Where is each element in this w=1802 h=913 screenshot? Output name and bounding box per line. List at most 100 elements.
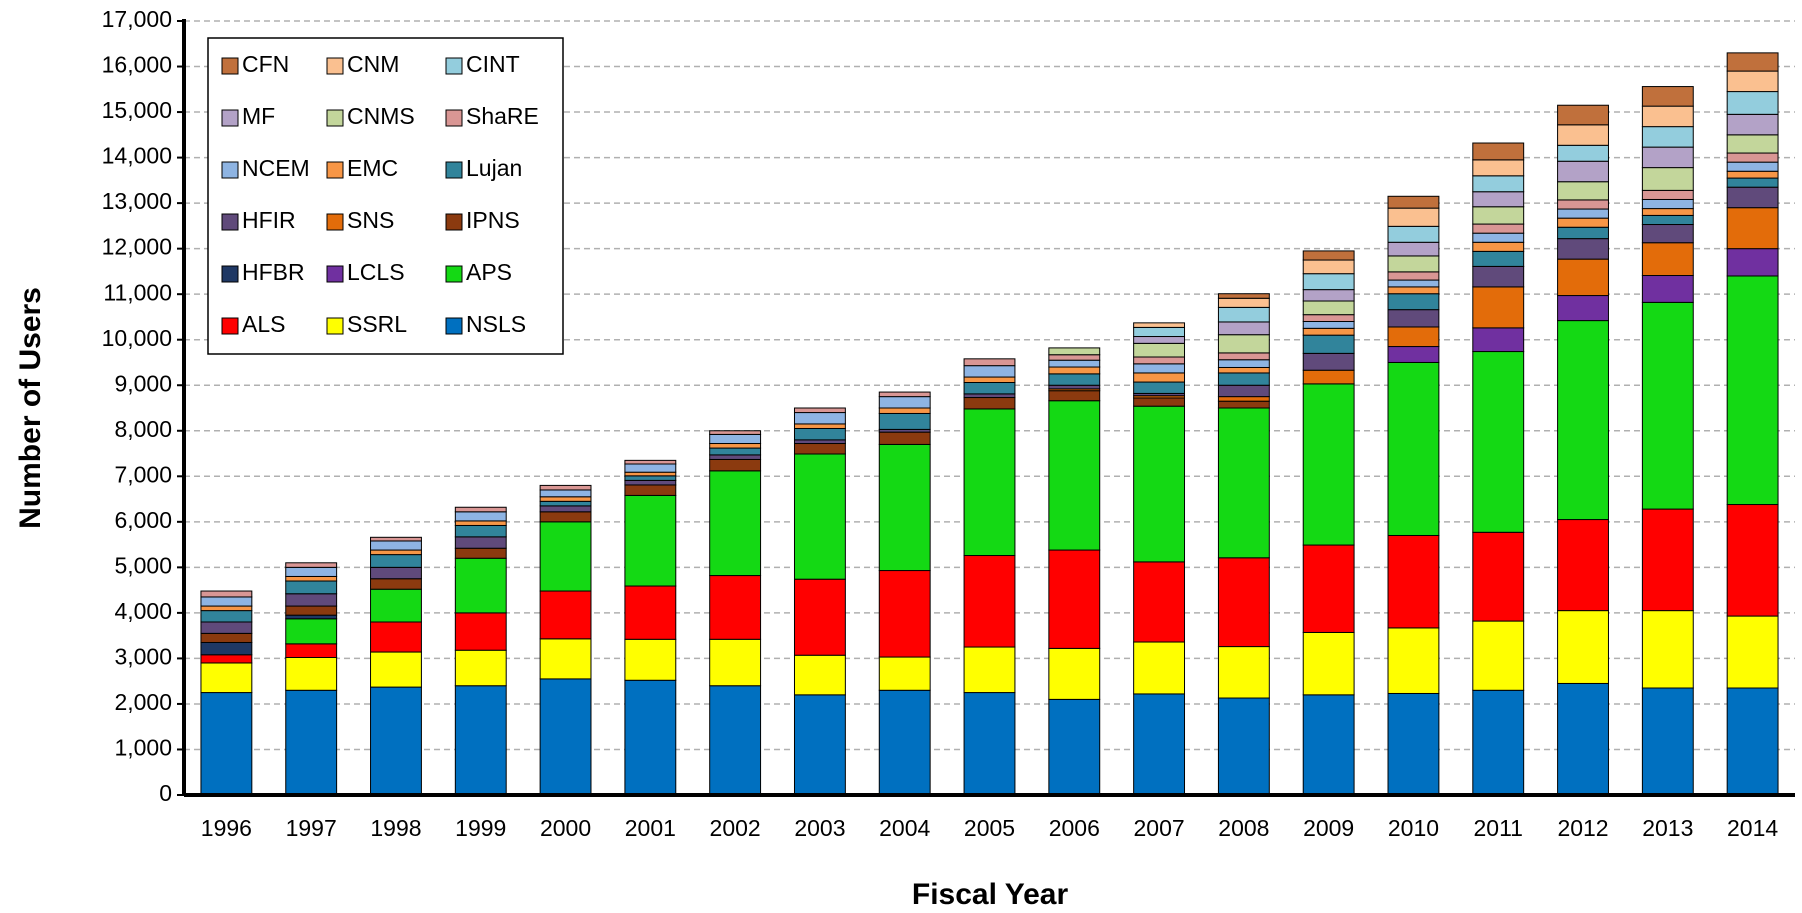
bar-segment — [1217, 372, 1270, 386]
bar-segment — [793, 578, 846, 656]
y-tick-label: 10,000 — [102, 325, 172, 351]
y-tick-label: 1,000 — [114, 735, 172, 761]
bar-segment — [793, 412, 846, 425]
bar-segment — [878, 689, 931, 796]
bar-segment — [1048, 647, 1101, 700]
y-tick-label: 3,000 — [114, 643, 172, 669]
bar-segment — [963, 397, 1016, 410]
bar-segment — [370, 540, 422, 551]
bar-segment — [709, 447, 762, 456]
bar-segment — [1217, 646, 1270, 699]
bar-segment — [793, 427, 846, 441]
bar-segment — [1217, 297, 1270, 308]
bar-segment — [1217, 334, 1270, 354]
legend-label: Lujan — [466, 155, 522, 181]
bar-segment — [1387, 241, 1440, 257]
bar-segment — [878, 391, 931, 398]
bar-segment — [1726, 70, 1779, 93]
bar-segment — [1726, 113, 1779, 136]
bar-segment — [1302, 352, 1355, 371]
bar-segment — [1557, 519, 1609, 612]
bar-segment — [1387, 225, 1440, 243]
bar-segment — [1217, 321, 1270, 336]
bar-segment — [709, 443, 762, 449]
bar-segment — [285, 566, 338, 577]
bar-segment — [1726, 275, 1779, 506]
bar-segment — [539, 511, 592, 523]
bar-segment — [454, 511, 507, 522]
legend-label: CNM — [347, 51, 399, 77]
bar-segment — [709, 454, 762, 460]
legend-swatch — [221, 109, 239, 127]
bar-segment — [539, 521, 592, 592]
bar-segment — [1557, 124, 1609, 146]
bar-segment — [793, 407, 846, 414]
bar-segment — [1302, 383, 1355, 546]
bar-segment — [1641, 208, 1694, 216]
bar-segment — [793, 443, 846, 455]
bar-segment — [285, 643, 338, 659]
bar-segment — [200, 590, 253, 598]
bar-segment — [1387, 326, 1440, 348]
bar-segment — [1726, 52, 1779, 72]
bar-segment — [454, 536, 507, 549]
legend-label: IPNS — [466, 207, 520, 233]
bar-segment — [1641, 687, 1694, 796]
bar-segment — [1302, 273, 1355, 291]
bar-segment — [1726, 170, 1779, 179]
x-tick-label: 2009 — [1303, 815, 1354, 841]
bar-segment — [1133, 342, 1186, 358]
bar-segment — [1302, 320, 1355, 329]
bar-segment — [1726, 186, 1779, 209]
bar-segment — [200, 662, 253, 694]
legend-label: MF — [242, 103, 275, 129]
x-tick-label: 2010 — [1388, 815, 1439, 841]
bar-segment — [1641, 198, 1694, 210]
bar-segment — [1726, 161, 1779, 172]
bar-segment — [1472, 327, 1525, 353]
bar-segment — [454, 520, 507, 526]
bar-segment — [1557, 610, 1609, 684]
bar-segment — [1641, 224, 1694, 244]
bar-segment — [1048, 390, 1101, 402]
legend-swatch — [445, 57, 463, 75]
bar-segment — [1387, 692, 1440, 796]
x-tick-label: 1999 — [455, 815, 506, 841]
bar-segment — [1133, 381, 1186, 394]
legend-swatch — [445, 213, 463, 231]
bar-segment — [1557, 320, 1609, 521]
legend-swatch — [221, 57, 239, 75]
bar-segment — [370, 686, 422, 796]
y-tick-label: 17,000 — [102, 6, 172, 32]
bar-segment — [1048, 366, 1101, 375]
bar-segment — [285, 614, 338, 620]
bar-segment — [1557, 144, 1609, 162]
bar-segment — [370, 651, 422, 688]
bar-segment — [1133, 322, 1186, 328]
y-tick-label: 16,000 — [102, 52, 172, 78]
bar-segment — [1302, 300, 1355, 316]
bar-segment — [1302, 250, 1355, 261]
bar-segment — [1048, 354, 1101, 361]
legend-label: SNS — [347, 207, 394, 233]
y-tick-label: 8,000 — [114, 416, 172, 442]
x-tick-label: 2012 — [1557, 815, 1608, 841]
bar-segment — [793, 694, 846, 796]
x-tick-label: 2014 — [1727, 815, 1778, 841]
legend-swatch — [221, 213, 239, 231]
bar-segment — [963, 382, 1016, 395]
bar-segment — [539, 590, 592, 640]
bar-segment — [200, 632, 253, 643]
bar-segment — [709, 458, 762, 472]
bar-segment — [1048, 359, 1101, 368]
y-tick-label: 4,000 — [114, 598, 172, 624]
bar-segment — [709, 433, 762, 445]
legend-label: NCEM — [242, 155, 310, 181]
bar-segment — [1048, 347, 1101, 356]
legend-swatch — [221, 317, 239, 335]
bar-segment — [1557, 104, 1609, 126]
bar-segment — [1217, 384, 1270, 398]
bar-segment — [1726, 248, 1779, 277]
bar-segment — [1557, 258, 1609, 297]
bar-segment — [1641, 214, 1694, 226]
